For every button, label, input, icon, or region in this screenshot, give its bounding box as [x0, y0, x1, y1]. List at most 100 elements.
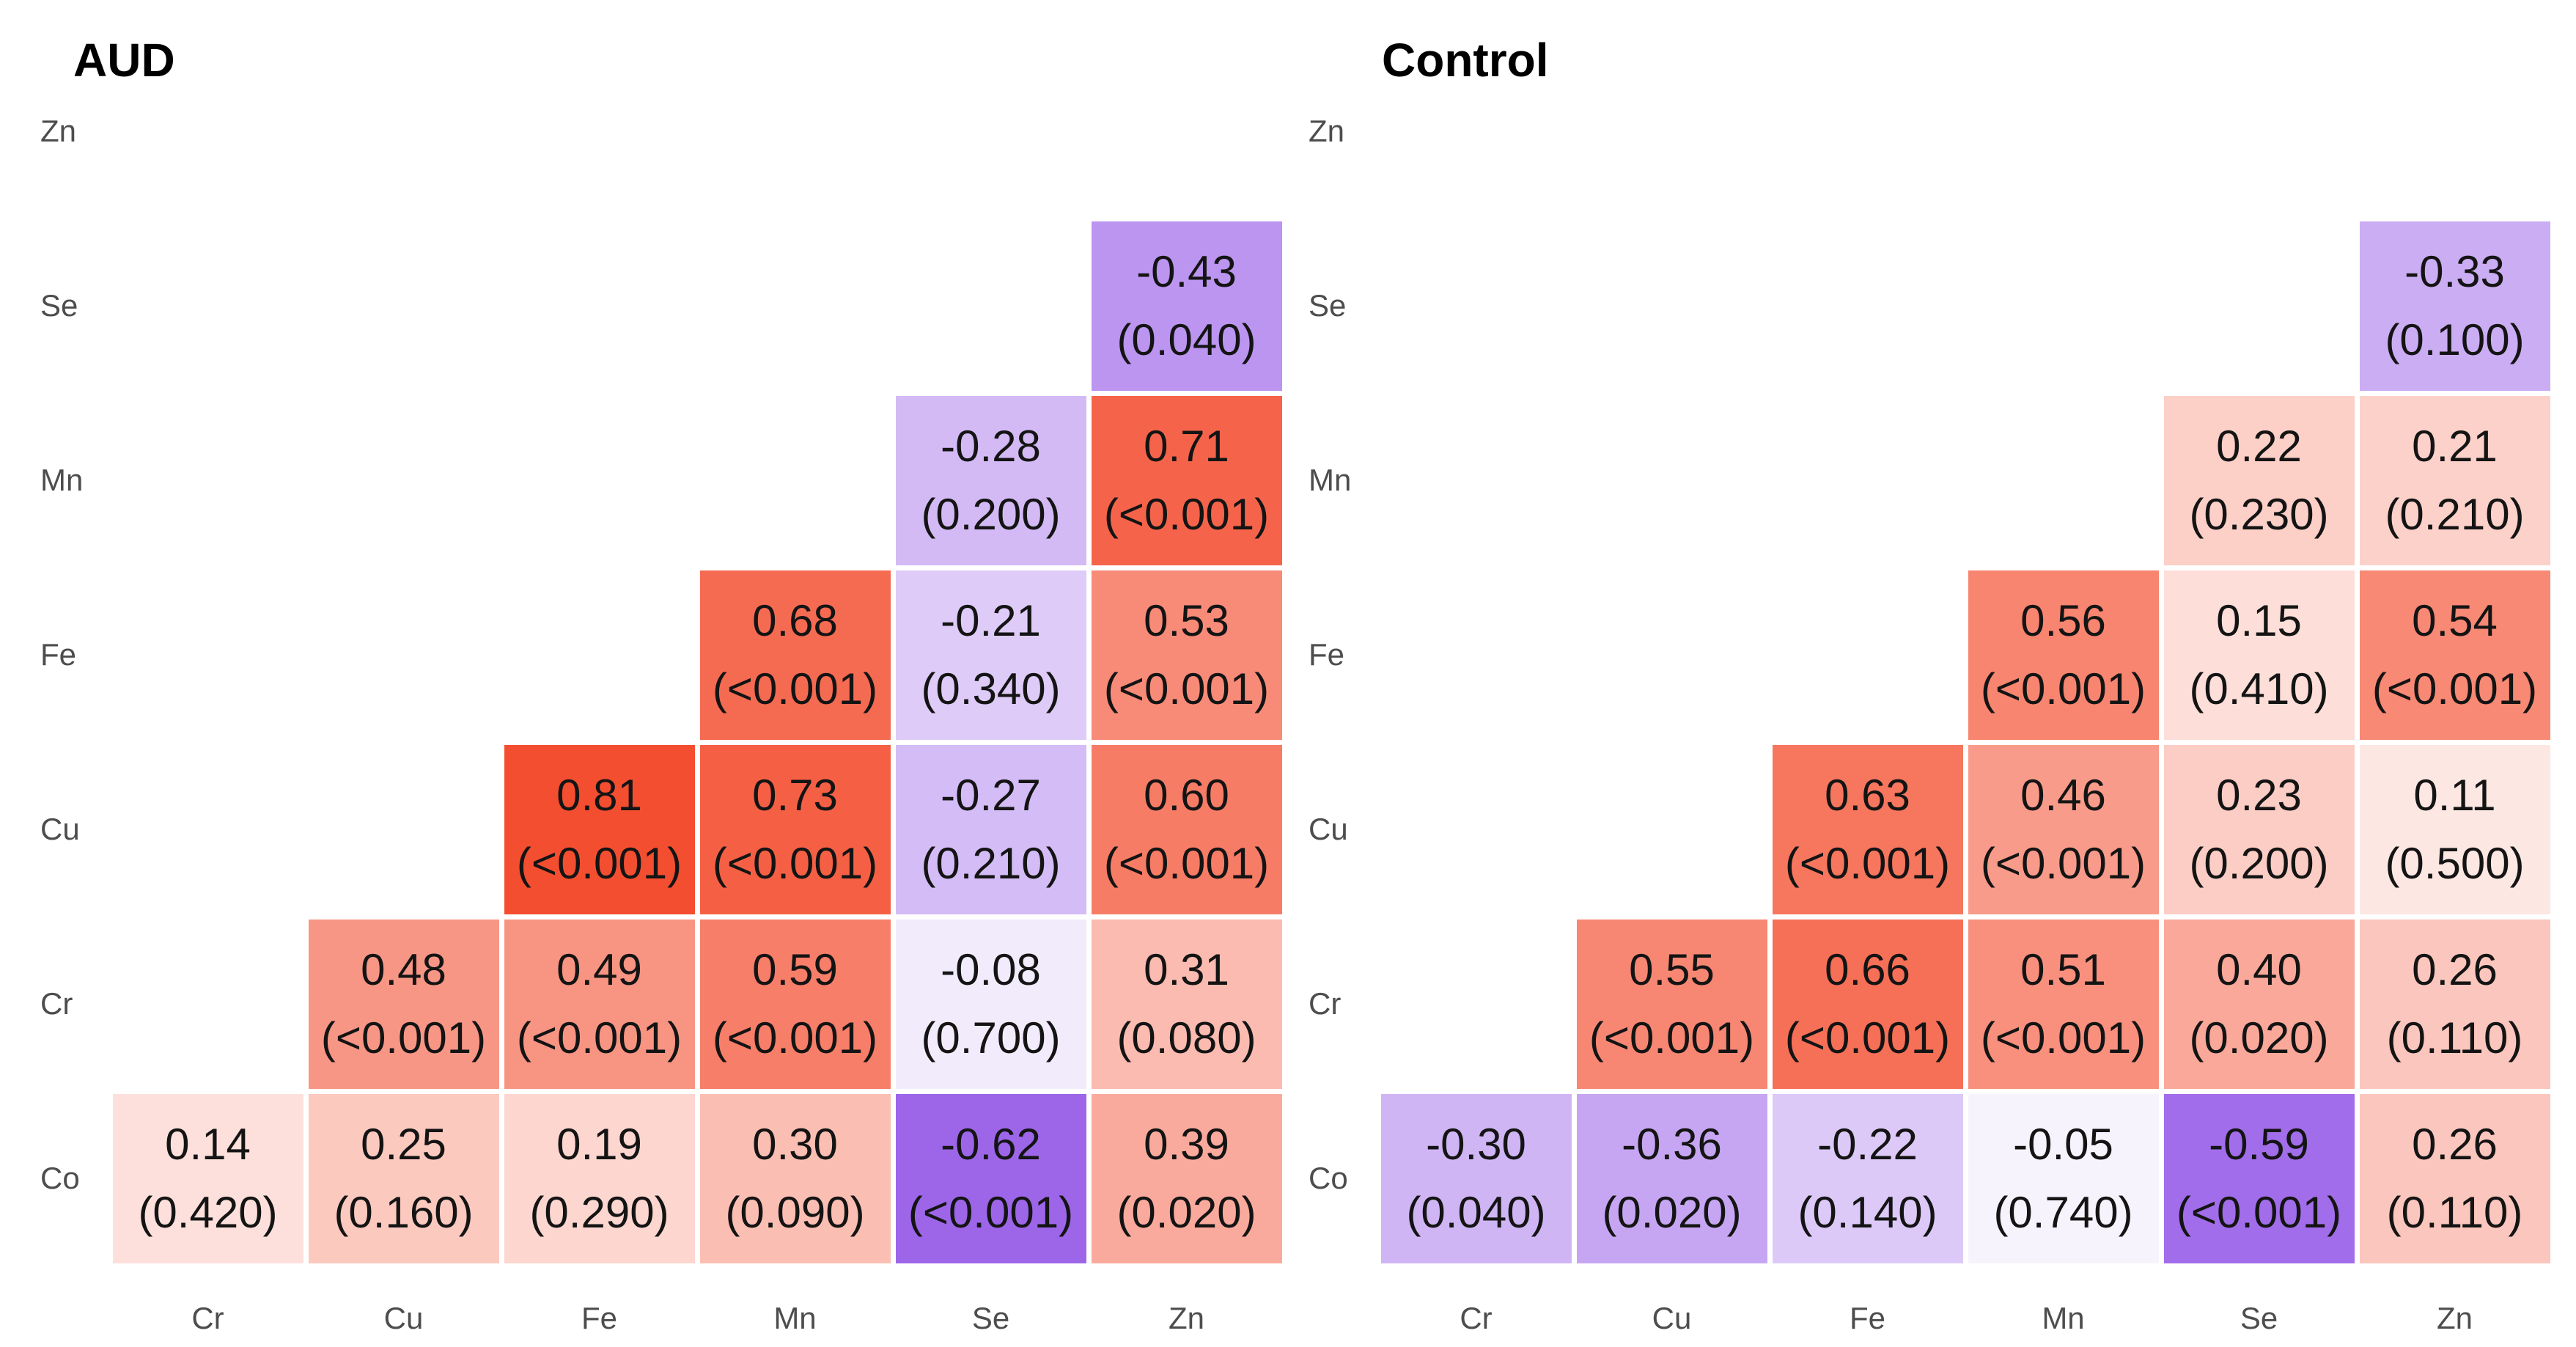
correlation-value: 0.81 [556, 771, 642, 820]
correlation-value: -0.21 [941, 596, 1041, 645]
p-value: (0.410) [2189, 664, 2329, 713]
heatmap-cell-mn-zn: 0.71 (<0.001) [1091, 395, 1282, 565]
p-value: (<0.001) [1784, 839, 1951, 888]
panel-control: Control Zn Se Mn Fe Cu Cr Co Cr Cu Fe Mn Se Zn -0.33 (… [1268, 0, 2558, 1347]
heatmap-cell-co-mn: -0.05 (0.740) [1968, 1093, 2159, 1263]
p-value: (0.290) [529, 1188, 669, 1237]
panel-title-control: Control [1382, 34, 1549, 87]
x-axis-label-cu: Cu [1652, 1301, 1692, 1335]
correlation-value: 0.56 [2020, 596, 2106, 645]
heatmap-cell-co-mn: 0.30 (0.090) [699, 1093, 891, 1263]
heatmap-cell-cu-zn: 0.11 (0.500) [2359, 744, 2550, 914]
heatmap-cell-cr-cu: 0.55 (<0.001) [1576, 919, 1767, 1089]
heatmap-cell-co-fe: 0.19 (0.290) [504, 1093, 695, 1263]
y-axis-label-co: Co [1309, 1161, 1348, 1195]
p-value: (0.700) [921, 1013, 1061, 1062]
heatmap-cell-cr-cu: 0.48 (<0.001) [308, 919, 499, 1089]
correlation-value: 0.30 [752, 1120, 838, 1169]
p-value: (<0.001) [2371, 664, 2538, 713]
heatmap-cell-cu-se: -0.27 (0.210) [895, 744, 1086, 914]
correlation-value: 0.71 [1144, 422, 1229, 471]
x-axis-label-mn: Mn [2042, 1301, 2085, 1335]
x-axis-label-zn: Zn [1168, 1301, 1204, 1335]
p-value: (0.420) [138, 1188, 278, 1237]
p-value: (0.020) [1116, 1188, 1256, 1237]
heatmap-cell-co-cu: -0.36 (0.020) [1576, 1093, 1767, 1263]
p-value: (0.500) [2385, 839, 2525, 888]
p-value: (<0.001) [1784, 1013, 1951, 1062]
p-value: (<0.001) [1103, 490, 1270, 539]
correlation-value: 0.26 [2412, 945, 2498, 994]
heatmap-cell-co-fe: -0.22 (0.140) [1772, 1093, 1963, 1263]
x-axis-label-cr: Cr [1460, 1301, 1493, 1335]
y-axis-label-zn: Zn [1309, 114, 1345, 148]
heatmap-cell-cu-mn: 0.46 (<0.001) [1968, 744, 2159, 914]
correlation-value: 0.21 [2412, 422, 2498, 471]
heatmap-cell-co-cr: 0.14 (0.420) [112, 1093, 303, 1263]
heatmap-cell-mn-zn: 0.21 (0.210) [2359, 395, 2550, 565]
y-axis-label-cu: Cu [1309, 812, 1348, 846]
correlation-value: -0.30 [1426, 1120, 1526, 1169]
correlation-value: 0.60 [1144, 771, 1229, 820]
x-axis-label-se: Se [971, 1301, 1010, 1335]
correlation-value: -0.36 [1622, 1120, 1722, 1169]
p-value: (<0.001) [908, 1188, 1074, 1237]
x-axis-label-fe: Fe [581, 1301, 617, 1335]
correlation-value: 0.11 [2413, 771, 2496, 820]
heatmap-cell-cr-mn: 0.51 (<0.001) [1968, 919, 2159, 1089]
correlation-value: 0.15 [2216, 596, 2302, 645]
x-axis-label-cu: Cu [383, 1301, 424, 1335]
panel-aud: AUD Zn Se Mn Fe Cu Cr Co Cr Cu Fe Mn Se Zn -0.43 (0.04… [40, 34, 1282, 1335]
x-axis-label-cr: Cr [191, 1301, 224, 1335]
p-value: (0.020) [2189, 1013, 2329, 1062]
correlation-value: 0.49 [556, 945, 642, 994]
correlation-value: -0.59 [2209, 1120, 2309, 1169]
heatmap-cell-co-zn: 0.26 (0.110) [2359, 1093, 2550, 1263]
y-axis-label-se: Se [40, 288, 78, 323]
x-axis-label-mn: Mn [773, 1301, 817, 1335]
heatmap-cell-cu-se: 0.23 (0.200) [2163, 744, 2355, 914]
heatmap-cell-cu-fe: 0.63 (<0.001) [1772, 744, 1963, 914]
x-axis-label-se: Se [2240, 1301, 2278, 1335]
p-value: (0.040) [1406, 1188, 1546, 1237]
correlation-value: -0.33 [2404, 247, 2505, 296]
correlation-value: 0.31 [1144, 945, 1229, 994]
heatmap-cell-cr-mn: 0.59 (<0.001) [699, 919, 891, 1089]
heatmap-cell-mn-se: 0.22 (0.230) [2163, 395, 2355, 565]
correlation-value: -0.27 [941, 771, 1041, 820]
heatmap-cell-cr-zn: 0.31 (0.080) [1091, 919, 1282, 1089]
p-value: (0.210) [2385, 490, 2525, 539]
correlation-value: 0.25 [361, 1120, 446, 1169]
panel-title-aud: AUD [73, 34, 175, 87]
heatmap-cell-cr-se: -0.08 (0.700) [895, 919, 1086, 1089]
heatmap-cell-co-cu: 0.25 (0.160) [308, 1093, 499, 1263]
heatmap-cell-cr-zn: 0.26 (0.110) [2359, 919, 2550, 1089]
y-axis-label-cr: Cr [40, 986, 73, 1021]
heatmap-cell-cr-fe: 0.49 (<0.001) [504, 919, 695, 1089]
p-value: (0.200) [2189, 839, 2329, 888]
y-axis-label-fe: Fe [1309, 637, 1345, 672]
y-axis-label-se: Se [1309, 288, 1347, 323]
heatmap-cell-fe-zn: 0.53 (<0.001) [1091, 570, 1282, 740]
correlation-value: 0.39 [1144, 1120, 1229, 1169]
p-value: (0.340) [921, 664, 1061, 713]
correlation-value: -0.22 [1817, 1120, 1918, 1169]
correlation-value: 0.54 [2412, 596, 2498, 645]
correlation-value: -0.43 [1136, 247, 1237, 296]
heatmap-cell-se-zn: -0.43 (0.040) [1091, 221, 1282, 391]
correlation-value: 0.55 [1629, 945, 1715, 994]
heatmap-cell-cu-mn: 0.73 (<0.001) [699, 744, 891, 914]
correlation-value: -0.05 [2013, 1120, 2113, 1169]
correlation-value: 0.66 [1825, 945, 1910, 994]
y-axis-label-mn: Mn [1309, 463, 1352, 497]
p-value: (<0.001) [1980, 664, 2146, 713]
correlation-value: 0.59 [752, 945, 838, 994]
heatmap-cell-mn-se: -0.28 (0.200) [895, 395, 1086, 565]
correlation-value: 0.14 [165, 1120, 251, 1169]
p-value: (0.090) [725, 1188, 865, 1237]
heatmap-cell-fe-se: 0.15 (0.410) [2163, 570, 2355, 740]
heatmap-cell-cr-fe: 0.66 (<0.001) [1772, 919, 1963, 1089]
heatmap-cell-fe-se: -0.21 (0.340) [895, 570, 1086, 740]
p-value: (0.110) [2386, 1013, 2523, 1062]
correlation-value: 0.73 [752, 771, 838, 820]
